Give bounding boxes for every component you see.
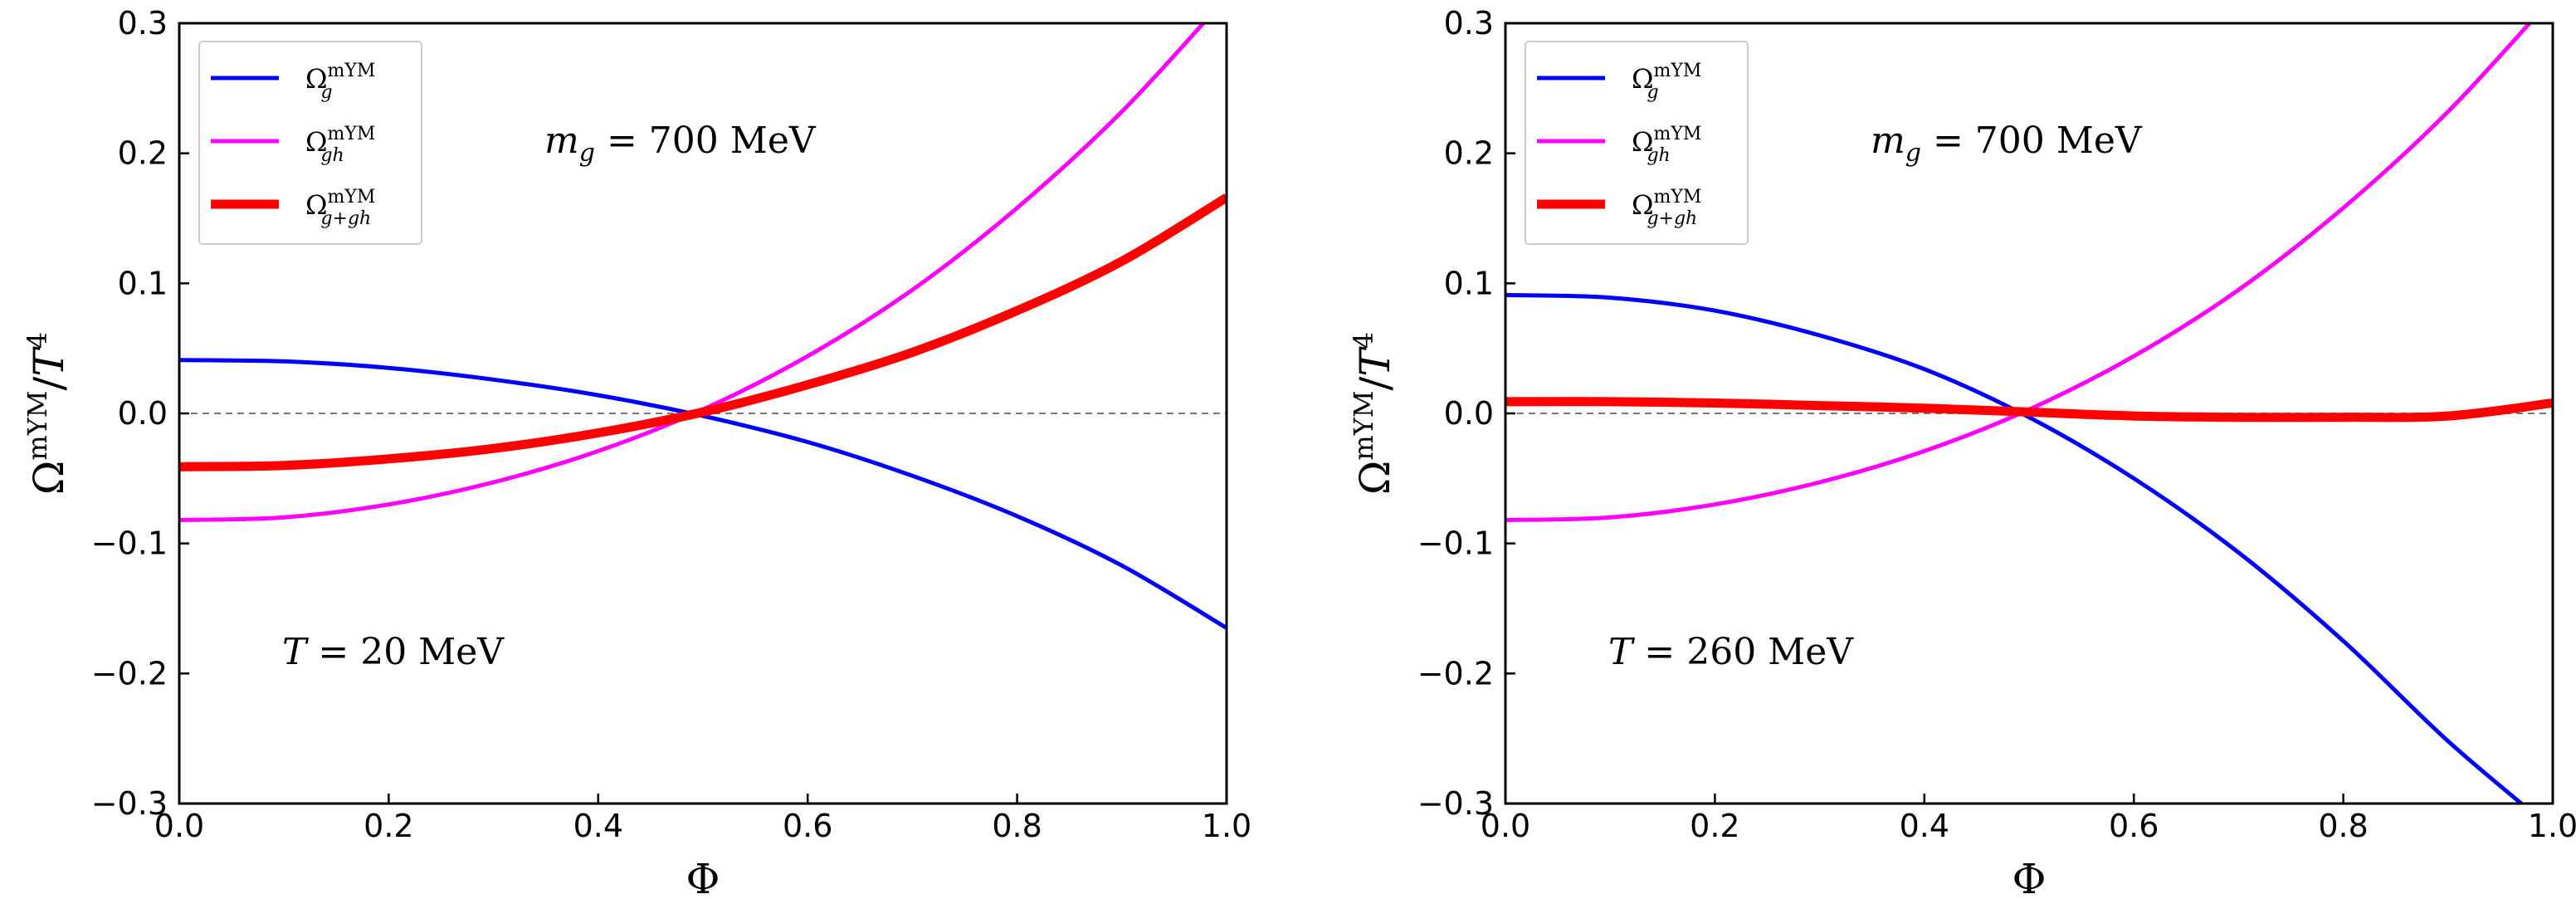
y-tick-label: 0.3 [1444, 5, 1494, 42]
legend-sub: gh [1647, 145, 1670, 166]
mass-symbol: m [1871, 120, 1905, 162]
x-tick-label: 0.0 [154, 808, 204, 844]
y-axis-label: ΩmYM/T4 [1348, 332, 1399, 495]
legend-box [198, 41, 422, 245]
series-line-gluon [179, 358, 1227, 630]
series-group [1505, 23, 2553, 804]
y-axis-label: ΩmYM/T4 [22, 332, 73, 495]
x-tick-label: 0.8 [2318, 808, 2368, 844]
y-label-sup: mYM [1348, 390, 1379, 460]
legend-omega: Ω [1632, 126, 1654, 158]
series-line-total [1505, 397, 2553, 423]
legend-label-ghost: ΩmYM gh [305, 124, 375, 166]
y-tick-label: 0.1 [1444, 265, 1494, 301]
x-tick-label: 0.2 [1690, 808, 1739, 844]
temperature-value: = 20 MeV [306, 631, 505, 673]
series-line-ghost [1505, 23, 2533, 522]
legend-omega: Ω [1632, 63, 1654, 95]
x-tick-label: 0.6 [783, 808, 832, 844]
legend-sup: mYM [328, 61, 376, 81]
series-line-ghost [179, 23, 1207, 522]
chart-panel-1: 0.0 0.2 0.4 0.6 0.8 1.0 −0.3 −0.2 −0.1 0.0 0.1 0.2 0… [22, 5, 1251, 899]
legend-omega: Ω [1632, 189, 1654, 221]
legend-omega: Ω [305, 126, 328, 158]
legend-sub: g [1647, 82, 1658, 103]
x-axis-label: Φ [686, 855, 720, 899]
y-label-t: T [25, 346, 73, 377]
y-tick-label: 0.3 [118, 5, 168, 42]
legend-sup: mYM [1654, 61, 1702, 81]
mass-sub: g [579, 139, 595, 168]
mass-value: = 700 MeV [595, 120, 817, 162]
x-tick-label: 0.4 [1900, 808, 1949, 844]
y-tick-label: −0.1 [1417, 525, 1494, 562]
legend-sup: mYM [328, 124, 376, 144]
temperature-symbol: T [282, 631, 310, 673]
temperature-value: = 260 MeV [1632, 631, 1854, 673]
y-tick-label: 0.2 [118, 135, 168, 172]
mass-value: = 700 MeV [1921, 120, 2143, 162]
legend-label-gluon: ΩmYM g [1632, 61, 1701, 103]
series-line-gluon [1505, 292, 2525, 804]
temperature-annotation: T = 20 MeV [282, 631, 505, 673]
y-label-t: T [1351, 346, 1399, 377]
legend-sub: g [320, 82, 332, 103]
y-tick-label: −0.2 [1417, 655, 1494, 691]
series-group [179, 23, 1227, 630]
x-tick-label: 0.2 [363, 808, 413, 844]
y-tick-label: 0.2 [1444, 135, 1494, 172]
y-label-slash: / [1351, 376, 1399, 390]
mass-annotation: mg = 700 MeV [544, 120, 817, 168]
y-label-omega: Ω [25, 461, 73, 495]
y-tick-label: −0.3 [1417, 785, 1494, 822]
temperature-symbol: T [1608, 631, 1636, 673]
x-tick-label: 0.0 [1481, 808, 1530, 844]
y-label-sup: mYM [22, 390, 53, 460]
legend-sub: g+gh [320, 208, 371, 229]
legend-sup: mYM [328, 187, 376, 208]
temperature-annotation: T = 260 MeV [1608, 631, 1854, 673]
chart-panel-2: 0.0 0.2 0.4 0.6 0.8 1.0 −0.3 −0.2 −0.1 0.0 0.1 0.2 0… [1348, 5, 2576, 899]
x-tick-label: 1.0 [1202, 808, 1251, 844]
legend-label-total: ΩmYM g+gh [305, 187, 375, 229]
mass-sub: g [1905, 139, 1921, 168]
y-tick-label: 0.1 [118, 265, 168, 301]
y-label-t-sup: 4 [1348, 332, 1379, 349]
x-tick-label: 1.0 [2528, 808, 2576, 844]
mass-symbol: m [544, 120, 579, 162]
legend-omega: Ω [305, 63, 328, 95]
x-axis-label: Φ [2013, 855, 2047, 899]
legend-label-total: ΩmYM g+gh [1632, 187, 1701, 229]
x-tick-label: 0.6 [2109, 808, 2159, 844]
y-tick-label: −0.3 [91, 785, 168, 822]
x-tick-label: 0.8 [992, 808, 1042, 844]
y-tick-label: 0.0 [1444, 395, 1494, 432]
series-line-total [179, 193, 1227, 471]
y-label-slash: / [25, 376, 73, 390]
legend-sub: g+gh [1647, 208, 1697, 229]
legend-label-ghost: ΩmYM gh [1632, 124, 1701, 166]
legend-box [1525, 41, 1749, 245]
legend-sup: mYM [1654, 187, 1702, 208]
legend-label-gluon: ΩmYM g [305, 61, 375, 103]
y-tick-label: 0.0 [118, 395, 168, 432]
y-label-omega: Ω [1351, 461, 1399, 495]
legend-omega: Ω [305, 189, 328, 221]
mass-annotation: mg = 700 MeV [1871, 120, 2143, 168]
legend-sup: mYM [1654, 124, 1702, 144]
y-tick-label: −0.2 [91, 655, 168, 691]
x-tick-label: 0.4 [573, 808, 623, 844]
y-tick-label: −0.1 [91, 525, 168, 562]
y-label-t-sup: 4 [22, 332, 53, 349]
legend-sub: gh [320, 145, 344, 166]
